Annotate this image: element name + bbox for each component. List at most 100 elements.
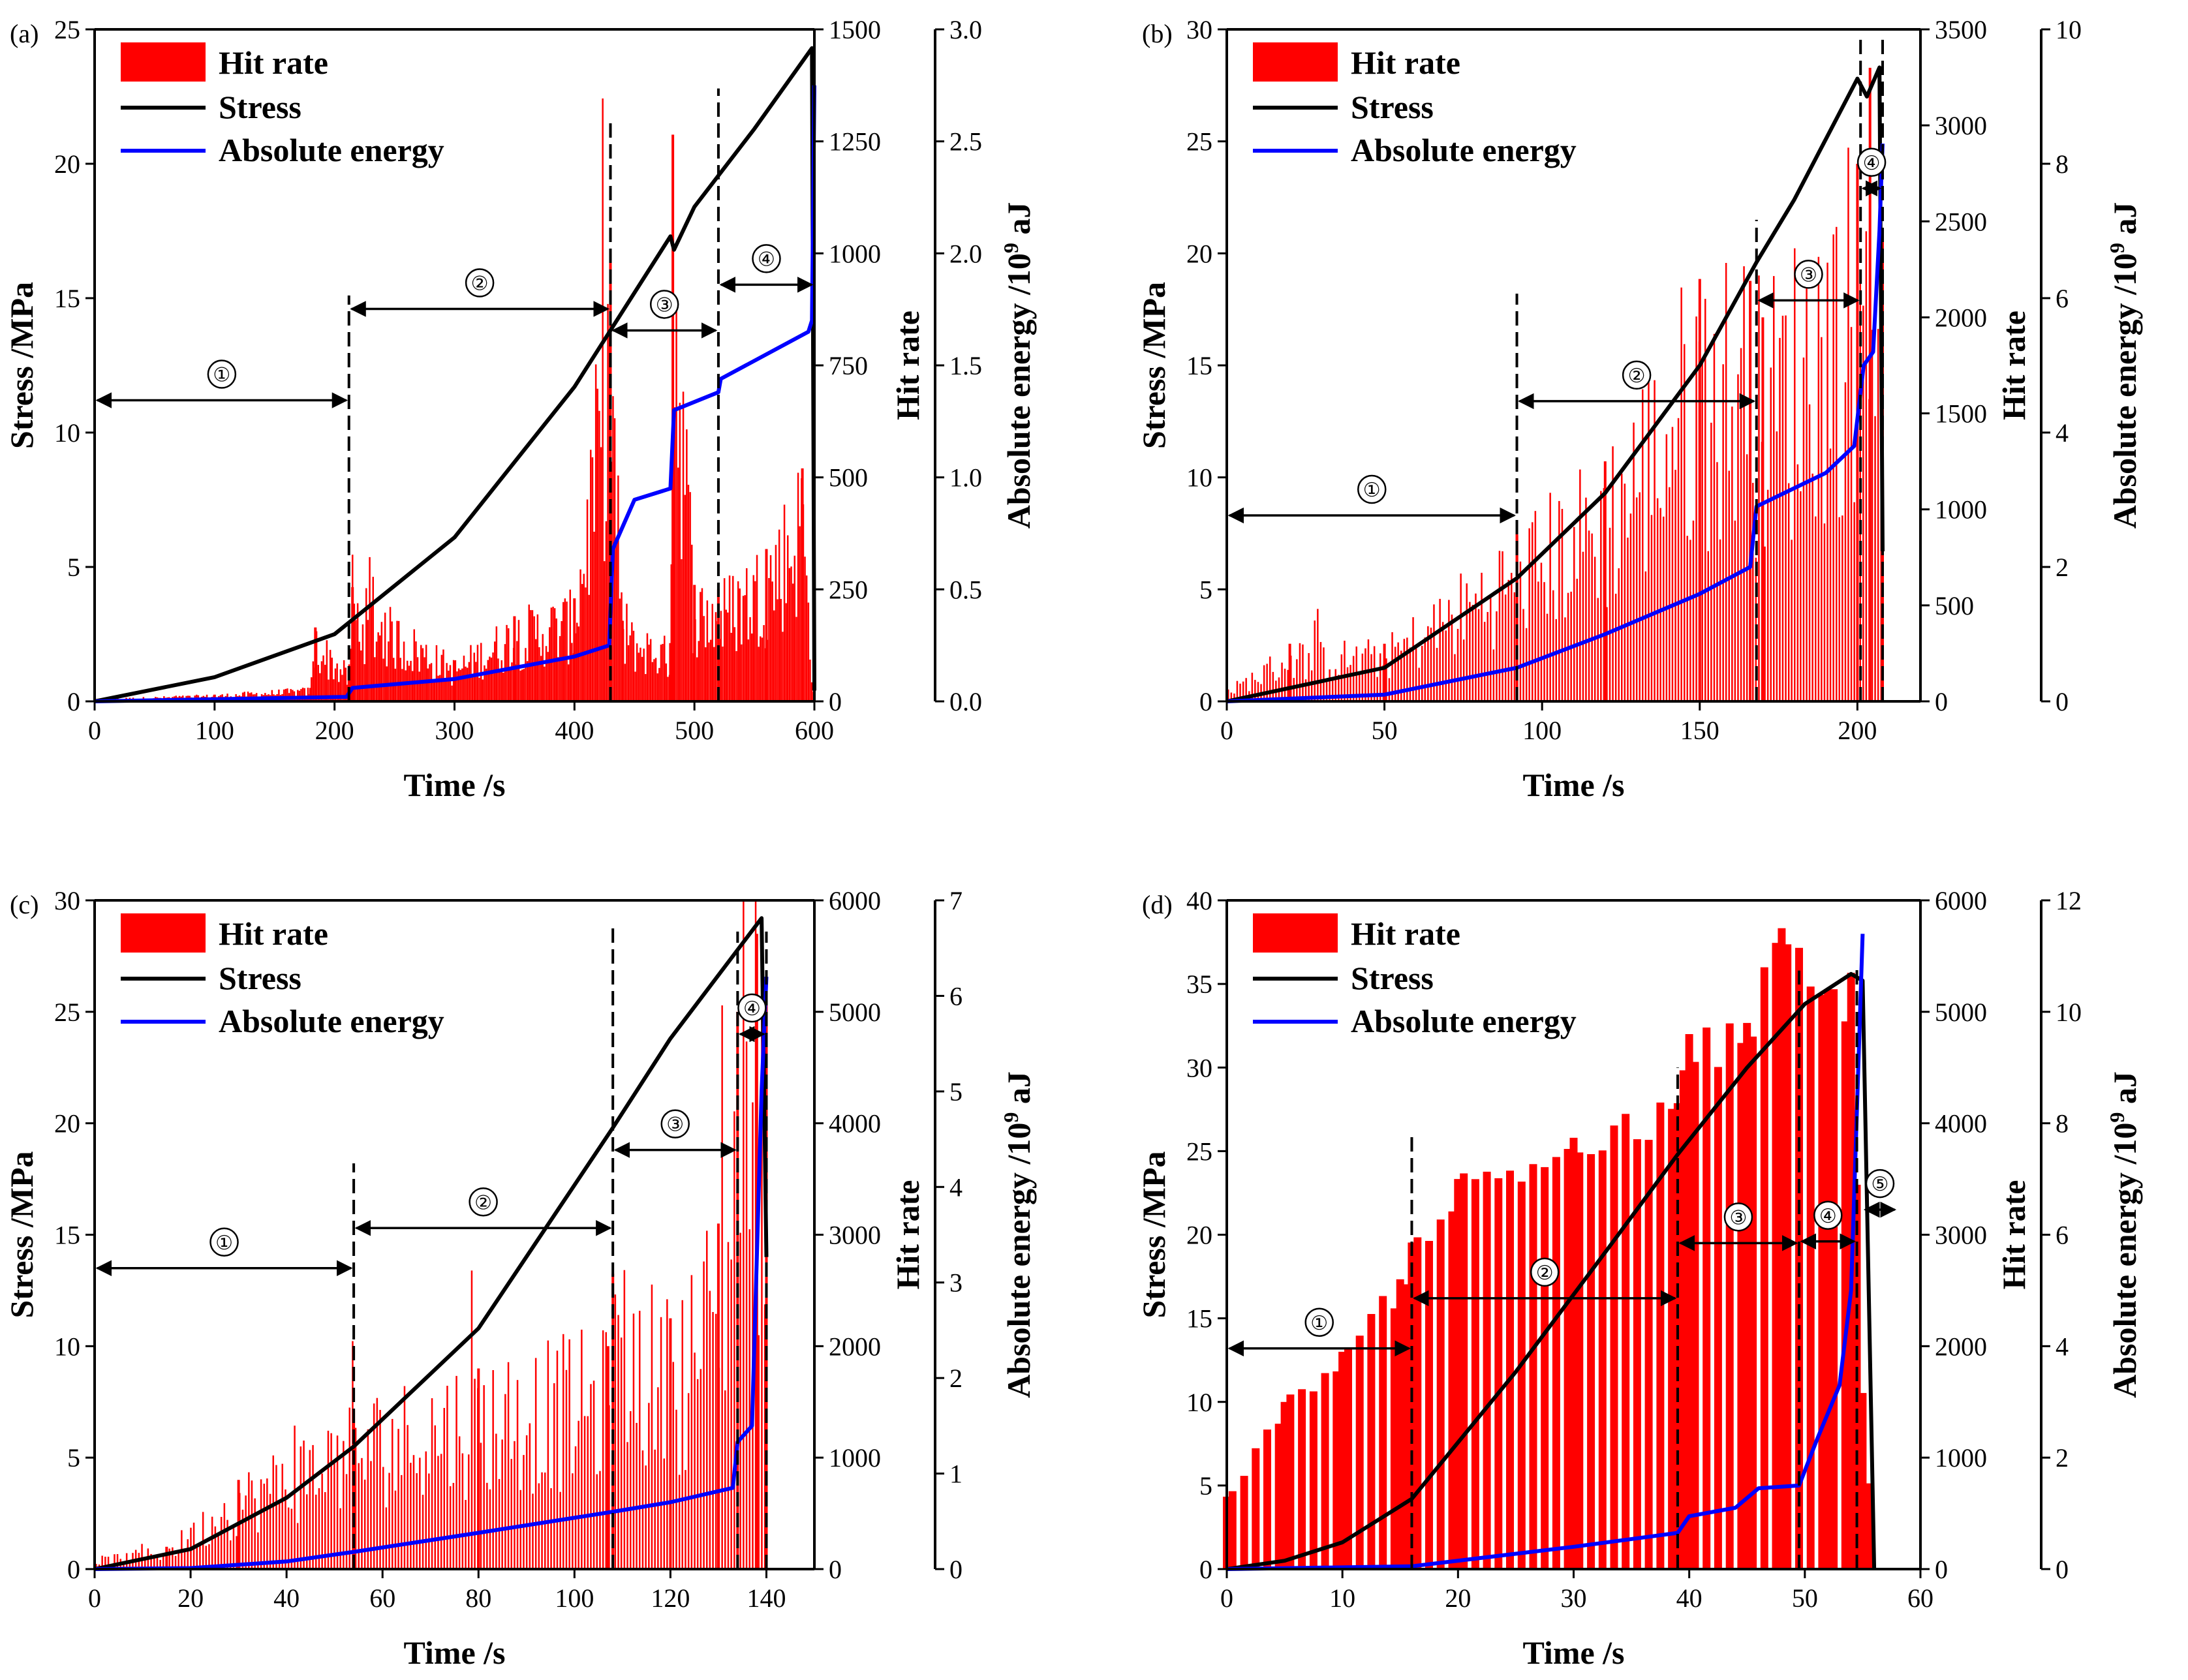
hit-rate-bar: [743, 900, 745, 1569]
hit-rate-bar: [399, 658, 401, 701]
hit-rate-bar: [372, 577, 374, 701]
hit-rate-bar: [1654, 380, 1656, 701]
hit-rate-bar: [754, 581, 756, 701]
hit-rate-bar: [1391, 632, 1393, 701]
hit-rate-bar: [679, 403, 681, 701]
hit-rate-bar: [428, 1473, 430, 1569]
hit-rate-bar: [443, 1408, 445, 1569]
hit-rate-bar: [1281, 662, 1283, 701]
hit-rate-bar: [1552, 1157, 1560, 1569]
hit-rate-bar: [363, 1479, 366, 1569]
hit-rate-bar: [220, 1517, 223, 1569]
y-axis-title: Stress /MPa: [3, 1152, 40, 1319]
hit-rate-bar: [382, 658, 384, 701]
hit-rate-bar: [363, 664, 365, 701]
y3-axis-title: Absolute energy /109 aJ: [999, 202, 1037, 529]
hit-rate-bar: [455, 1375, 457, 1569]
hit-rate-bar: [475, 662, 477, 701]
hit-rate-bar: [553, 1383, 555, 1569]
hit-rate-bar: [1492, 649, 1495, 701]
hit-rate-bar: [1703, 1027, 1711, 1569]
hit-rate-bar: [1454, 1179, 1462, 1569]
hit-rate-bar: [331, 658, 333, 701]
hit-rate-bar: [336, 1435, 339, 1569]
hit-rate-bar: [300, 689, 302, 701]
hit-rate-bar: [385, 1507, 388, 1569]
x-tick-label: 100: [195, 716, 234, 745]
x-tick-label: 100: [555, 1583, 594, 1613]
y-axis-title: Stress /MPa: [1135, 1152, 1172, 1319]
hit-rate-bar: [319, 673, 321, 701]
hit-rate-bar: [727, 1242, 730, 1569]
hit-rate-bar: [482, 679, 484, 701]
hit-rate-bar: [1823, 523, 1826, 701]
hit-rate-bar: [706, 600, 709, 701]
hit-rate-bar: [322, 655, 324, 701]
hit-rate-bar: [1714, 1067, 1722, 1569]
hit-rate-bar: [1460, 573, 1462, 701]
hit-rate-bar: [606, 1346, 609, 1569]
hit-rate-bar: [1704, 299, 1706, 701]
hit-rate-bar: [1288, 643, 1291, 701]
y3-axis-title: Absolute energy /109 aJ: [999, 1071, 1037, 1398]
hit-rate-bar: [422, 648, 424, 701]
stage-label-circle: [1813, 1200, 1843, 1230]
hit-rate-bar: [425, 645, 427, 701]
hit-rate-bar: [1532, 522, 1533, 701]
stage-label: ②: [1536, 1262, 1554, 1285]
hit-rate-bar: [565, 1369, 568, 1569]
y-tick-label: 0: [1199, 1555, 1212, 1584]
legend-label-hit-rate: Hit rate: [219, 915, 328, 952]
y3-tick-label: 8: [2056, 149, 2069, 179]
hit-rate-bar: [1364, 648, 1366, 701]
hit-rate-bar: [737, 581, 739, 701]
hit-rate-bar: [1408, 1242, 1416, 1569]
hit-rate-bar: [480, 1443, 482, 1569]
hit-rate-bar: [446, 1386, 448, 1569]
x-tick-label: 500: [675, 716, 714, 745]
hit-rate-bar: [156, 1557, 159, 1569]
hit-rate-bar: [300, 1446, 302, 1569]
hit-rate-bar: [675, 1409, 677, 1569]
hit-rate-bar: [651, 1284, 653, 1569]
hit-rate-bar: [486, 1482, 488, 1569]
hit-rate-bar: [588, 594, 590, 701]
y3-tick-label: 0.5: [949, 575, 982, 604]
hit-rate-bar: [354, 1428, 357, 1569]
hit-rate-bar: [578, 626, 580, 701]
hit-rate-bar: [303, 1441, 305, 1569]
hit-rate-bar: [403, 641, 405, 701]
stage-label-circle: [1794, 260, 1823, 289]
hit-rate-bar: [573, 598, 576, 701]
hit-rate-bar: [1573, 527, 1575, 701]
hit-rate-bar: [211, 1516, 213, 1569]
hit-rate-bar: [1838, 517, 1840, 701]
hit-rate-bar: [1338, 675, 1340, 701]
stage-label: ③: [656, 294, 673, 316]
hit-rate-bar: [422, 1495, 424, 1569]
hit-rate-bar: [1394, 647, 1396, 701]
hit-rate-bar: [314, 627, 317, 701]
x-axis-title: Time /s: [1522, 767, 1624, 803]
y-tick-label: 25: [1186, 1137, 1212, 1166]
hit-rate-bar: [516, 641, 518, 701]
y-tick-label: 40: [1186, 886, 1212, 915]
hit-rate-bar: [664, 635, 666, 701]
hit-rate-bar: [1610, 1125, 1618, 1569]
hit-rate-bar: [605, 1332, 607, 1569]
y3-tick-label: 1.5: [949, 351, 982, 380]
y-tick-label: 30: [1186, 15, 1212, 44]
y-tick-label: 10: [1186, 1388, 1212, 1417]
hit-rate-bar: [286, 688, 288, 701]
hit-rate-bar: [525, 1435, 528, 1569]
hit-rate-bar: [427, 668, 429, 701]
hit-rate-bar: [1558, 500, 1560, 701]
hit-rate-bar: [794, 555, 795, 701]
stage-label: ①: [1363, 479, 1381, 502]
hit-rate-bar: [526, 661, 529, 701]
hit-rate-bar: [730, 632, 732, 701]
y3-tick-label: 1.0: [949, 463, 982, 493]
stage-label-circle: [1865, 1168, 1895, 1199]
x-tick-label: 0: [1220, 1583, 1233, 1613]
y3-tick-label: 4: [2056, 418, 2069, 448]
